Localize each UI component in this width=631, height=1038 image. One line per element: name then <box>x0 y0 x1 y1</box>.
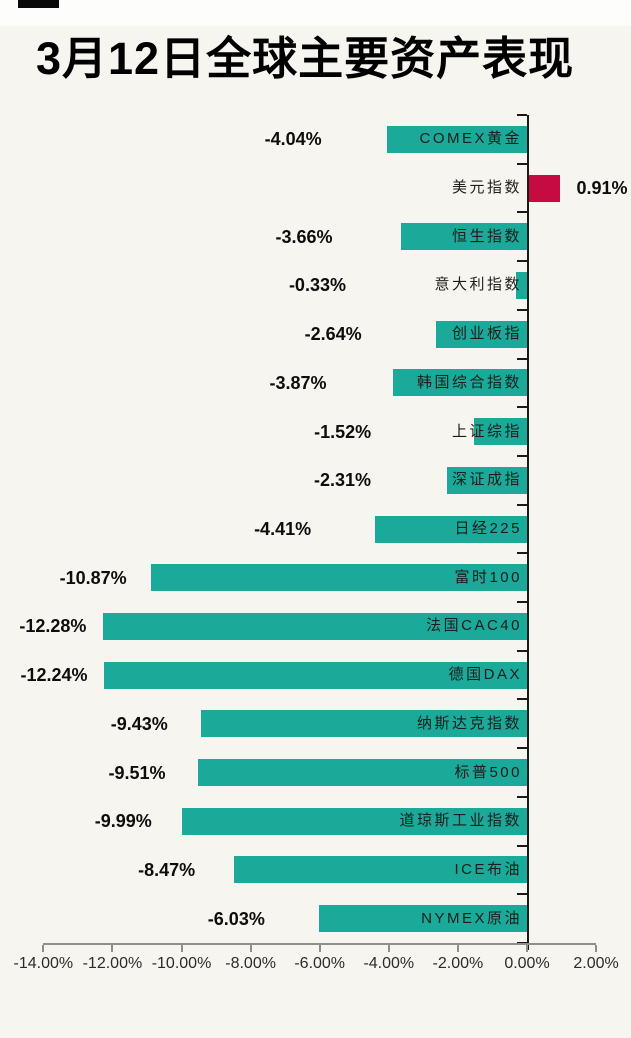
zero-axis-tick <box>517 406 527 409</box>
bar <box>151 564 527 592</box>
x-axis-tick-label: -2.00% <box>432 955 484 972</box>
x-axis-tick-label: -14.00% <box>13 955 74 972</box>
zero-axis-tick <box>517 698 527 701</box>
bar-category-label: 道琼斯工业指数 <box>399 812 522 830</box>
x-axis-tick-label: -6.00% <box>294 955 346 972</box>
bar-value-label: -4.41% <box>254 519 312 539</box>
bar-value-label: -3.87% <box>269 372 327 393</box>
zero-axis-line <box>527 115 529 950</box>
bar-category-label: 美元指数 <box>451 179 522 197</box>
zero-axis-tick <box>517 552 527 555</box>
bar-value-label: 0.91% <box>576 178 628 199</box>
zero-axis-tick <box>517 114 527 116</box>
bar <box>393 369 527 397</box>
zero-axis-tick <box>517 357 527 360</box>
x-axis-tick-label: -10.00% <box>151 955 212 972</box>
bar-value-label: -12.24% <box>20 665 88 686</box>
x-axis-tick <box>111 945 114 952</box>
x-axis-tick-label: 0.00% <box>504 955 550 972</box>
bar <box>474 418 527 446</box>
x-axis-tick <box>456 945 459 952</box>
bar-category-label: 上证综指 <box>451 422 522 440</box>
bar <box>435 320 527 348</box>
bar-value-label: -0.33% <box>288 275 346 296</box>
bar-category-label: 深证成指 <box>451 471 522 489</box>
bar-category-label: 日经225 <box>454 520 522 537</box>
bar-value-label: -9.43% <box>110 713 168 734</box>
x-axis-tick <box>595 945 598 952</box>
bar-value-label: -9.99% <box>94 811 152 832</box>
bar-category-label: 创业板指 <box>451 325 522 343</box>
x-axis-tick-label: 2.00% <box>573 955 619 972</box>
zero-axis-tick <box>517 211 527 214</box>
x-axis-tick <box>42 945 45 952</box>
bar <box>400 223 527 251</box>
zero-axis-tick <box>517 844 527 847</box>
bar <box>529 174 561 202</box>
bar-category-label: 纳斯达克指数 <box>416 714 522 732</box>
zero-axis-tick <box>517 795 527 798</box>
x-axis-tick <box>387 945 390 952</box>
bar <box>318 905 527 933</box>
bar-value-label: -9.51% <box>108 762 166 783</box>
x-axis-tick <box>318 945 321 952</box>
x-axis-tick <box>526 945 528 952</box>
chart-title: 3月12日全球主要资产表现 <box>36 33 575 84</box>
top-white-strip <box>0 0 631 26</box>
bar <box>234 856 527 884</box>
zero-axis-tick <box>517 260 527 263</box>
bar <box>515 271 527 299</box>
zero-axis-tick <box>517 308 527 311</box>
bar <box>104 661 527 689</box>
x-axis-tick-label: -12.00% <box>82 955 143 972</box>
bar-category-label: 恒生指数 <box>451 227 522 245</box>
bar-category-label: 富时100 <box>454 568 522 586</box>
zero-axis-tick <box>517 601 527 604</box>
zero-axis-tick <box>517 747 527 750</box>
bar <box>201 710 527 738</box>
bar-value-label: -6.03% <box>207 908 265 929</box>
bar-value-label: -2.64% <box>304 324 362 345</box>
bar <box>387 125 527 153</box>
zero-axis-tick <box>517 454 527 457</box>
bar-value-label: -1.52% <box>314 421 372 442</box>
bar-category-label: NYMEX原油 <box>421 909 522 927</box>
zero-axis-tick <box>517 893 527 896</box>
bar-value-label: -8.47% <box>138 859 196 880</box>
bar <box>198 759 527 787</box>
bar-category-label: ICE布油 <box>454 860 522 878</box>
bar-value-label: -2.31% <box>314 470 372 491</box>
bar-category-label: 法国CAC40 <box>426 617 522 635</box>
bar <box>181 807 527 835</box>
x-axis-tick-label: -4.00% <box>363 955 415 972</box>
x-axis-tick-label: -8.00% <box>225 955 276 972</box>
zero-axis-tick <box>517 649 527 652</box>
x-axis-tick <box>249 945 252 952</box>
bar-value-label: -12.28% <box>19 616 87 637</box>
bar-category-label: 德国DAX <box>448 666 522 684</box>
x-axis-tick <box>180 945 183 952</box>
bar-category-label: 意大利指数 <box>434 276 522 294</box>
bar-value-label: -10.87% <box>59 567 127 588</box>
bar-category-label: 标普500 <box>454 763 522 781</box>
bar-value-label: -4.04% <box>264 129 322 150</box>
x-axis-line <box>43 943 597 945</box>
bar <box>447 466 527 494</box>
bar-category-label: COMEX黄金 <box>419 130 522 148</box>
bar-value-label: -3.66% <box>275 226 333 247</box>
zero-axis-tick <box>517 503 527 506</box>
top-left-mark <box>18 0 59 8</box>
bar-category-label: 韩国综合指数 <box>416 373 522 391</box>
bar <box>102 612 527 640</box>
bar <box>374 515 527 543</box>
zero-axis-tick <box>517 162 527 165</box>
